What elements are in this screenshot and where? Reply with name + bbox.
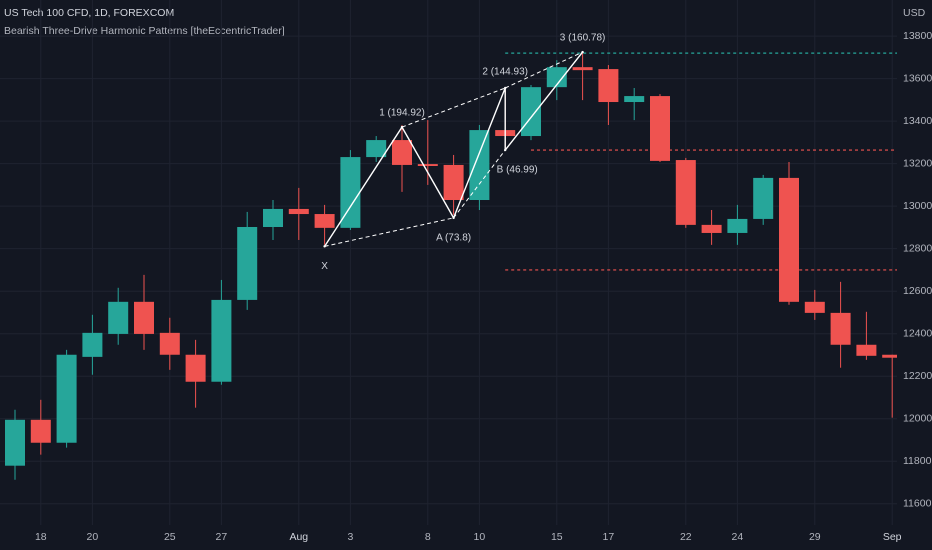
candle-body xyxy=(237,227,258,300)
y-tick-label: 12400.0 xyxy=(903,327,932,339)
y-tick-label: 13800.0 xyxy=(903,30,932,42)
candle-body xyxy=(753,177,774,219)
pattern-label: A (73.8) xyxy=(436,233,471,244)
pattern-label: B (46.99) xyxy=(497,165,538,176)
candle-body xyxy=(82,332,103,357)
pattern-point xyxy=(504,86,507,90)
candle-body xyxy=(546,67,567,88)
y-tick-label: 11600.0 xyxy=(903,498,932,510)
pattern-point xyxy=(323,245,326,248)
pattern-point xyxy=(400,125,404,129)
candle-body xyxy=(443,164,464,201)
pattern-point xyxy=(452,216,455,220)
y-tick-label: 13600.0 xyxy=(903,72,932,84)
candle-body xyxy=(675,160,696,225)
candle-body xyxy=(56,354,77,443)
candle-body xyxy=(417,164,438,167)
pattern-line xyxy=(504,51,584,151)
candle-body xyxy=(5,419,25,466)
chart-title: US Tech 100 CFD, 1D, FOREXCOM xyxy=(4,7,174,19)
x-tick-label: 3 xyxy=(347,531,353,543)
x-tick-label: Sep xyxy=(883,531,902,543)
candle-body xyxy=(830,312,851,345)
candle-body xyxy=(108,301,129,334)
x-tick-label: 29 xyxy=(809,531,821,543)
x-tick-label: Aug xyxy=(289,531,308,543)
candle-body xyxy=(185,354,206,382)
y-tick-label: 12000.0 xyxy=(903,413,932,425)
candle-body xyxy=(804,301,825,313)
candle-body xyxy=(882,354,897,358)
y-tick-label: 12600.0 xyxy=(903,285,932,297)
y-tick-label: 12200.0 xyxy=(903,370,932,382)
candle-body xyxy=(314,214,335,228)
pattern-dashed-line xyxy=(504,51,583,89)
x-tick-label: 24 xyxy=(732,531,744,543)
y-tick-label: 13200.0 xyxy=(903,157,932,169)
x-tick-label: 15 xyxy=(551,531,563,543)
candle-body xyxy=(779,177,799,302)
candle-body xyxy=(211,299,232,382)
y-tick-label: 13000.0 xyxy=(903,200,932,212)
candle-body xyxy=(650,96,670,161)
y-axis-label: USD xyxy=(903,7,926,19)
pattern-dashed-line xyxy=(453,149,506,219)
candle-body xyxy=(159,332,180,355)
candle-body xyxy=(30,419,51,443)
pattern-dashed-line xyxy=(324,217,454,247)
candle-body xyxy=(392,140,412,165)
y-tick-label: 11800.0 xyxy=(903,455,932,467)
pattern-label: 2 (144.93) xyxy=(482,67,528,78)
pattern-line xyxy=(324,126,403,247)
candle-body xyxy=(263,208,283,228)
pattern-point xyxy=(504,148,507,152)
x-tick-label: 17 xyxy=(603,531,615,543)
x-tick-label: 20 xyxy=(87,531,99,543)
x-tick-label: 27 xyxy=(216,531,228,543)
x-tick-label: 25 xyxy=(164,531,176,543)
indicator-name: Bearish Three-Drive Harmonic Patterns [t… xyxy=(4,25,285,37)
y-tick-label: 13400.0 xyxy=(903,115,932,127)
candle-body xyxy=(521,87,541,137)
x-tick-label: 10 xyxy=(474,531,486,543)
pattern-label: 1 (194.92) xyxy=(379,108,425,119)
x-tick-label: 8 xyxy=(425,531,431,543)
x-tick-label: 18 xyxy=(35,531,47,543)
plot xyxy=(0,0,897,525)
x-tick-label: 22 xyxy=(680,531,692,543)
candle-body xyxy=(701,224,722,233)
pattern-line xyxy=(401,126,455,219)
candle-body xyxy=(572,67,593,71)
candle-body xyxy=(727,218,748,233)
candle-body xyxy=(624,96,645,103)
candle-body xyxy=(469,130,490,201)
candle-body xyxy=(856,344,877,356)
candle-body xyxy=(134,301,154,334)
pattern-label: 3 (160.78) xyxy=(560,33,606,44)
pattern-line xyxy=(452,87,506,219)
y-tick-label: 12800.0 xyxy=(903,242,932,254)
candle-body xyxy=(366,140,387,158)
pattern-label: X xyxy=(321,261,328,272)
pattern-dashed-line xyxy=(401,87,506,128)
candle-body xyxy=(288,208,309,215)
candle-body xyxy=(340,157,361,228)
pattern-point xyxy=(581,50,584,54)
candle-body xyxy=(598,69,619,103)
